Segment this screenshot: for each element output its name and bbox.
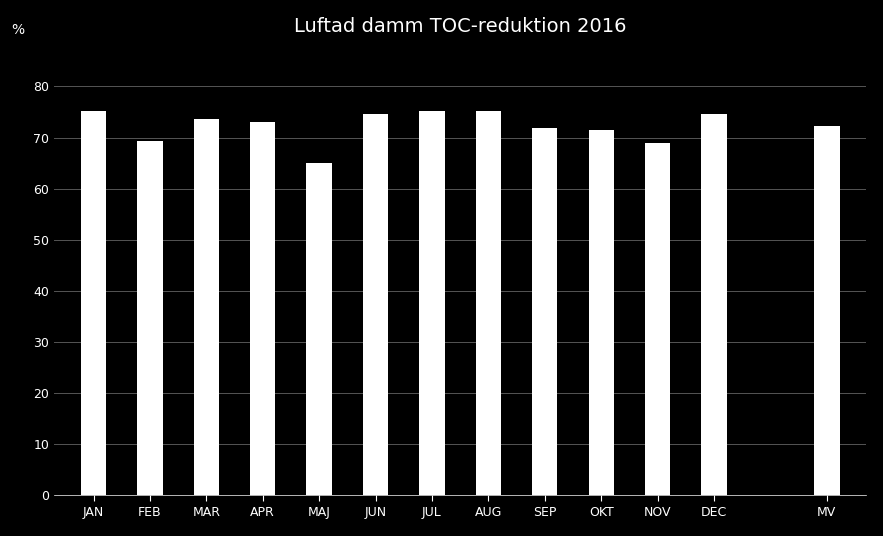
Bar <box>645 143 670 495</box>
Bar <box>81 111 106 495</box>
Bar <box>701 114 727 495</box>
Bar <box>363 114 389 495</box>
Bar <box>306 163 332 495</box>
Bar <box>250 122 275 495</box>
Bar <box>814 126 840 495</box>
Bar <box>137 141 162 495</box>
Y-axis label: %: % <box>11 23 24 36</box>
Bar <box>532 128 557 495</box>
Bar <box>588 130 614 495</box>
Title: Luftad damm TOC-reduktion 2016: Luftad damm TOC-reduktion 2016 <box>294 17 626 36</box>
Bar <box>193 118 219 495</box>
Bar <box>476 111 501 495</box>
Bar <box>419 111 445 495</box>
